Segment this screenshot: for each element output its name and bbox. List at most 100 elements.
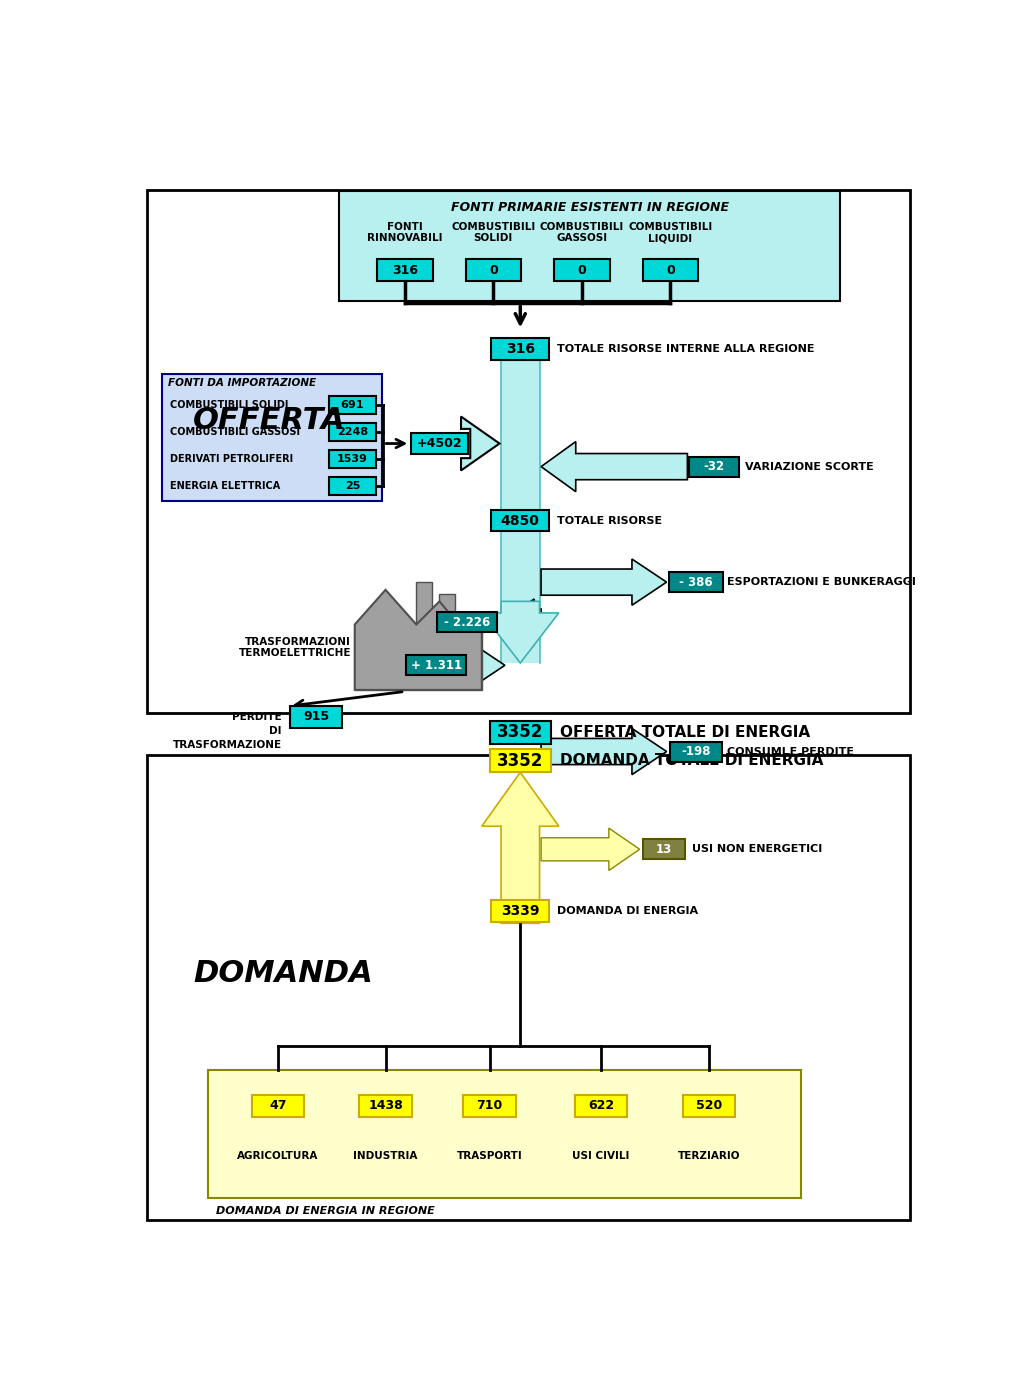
Polygon shape: [355, 625, 481, 690]
Text: -32: -32: [704, 460, 725, 473]
Polygon shape: [541, 827, 639, 870]
Text: INDUSTRIA: INDUSTRIA: [354, 1150, 418, 1160]
Text: 316: 316: [506, 342, 535, 356]
Text: COMBUSTIBILI
SOLIDI: COMBUSTIBILI SOLIDI: [452, 222, 535, 244]
Bar: [290, 705, 342, 728]
Polygon shape: [481, 602, 559, 663]
Bar: [670, 742, 722, 761]
Text: OFFERTA TOTALE DI ENERGIA: OFFERTA TOTALE DI ENERGIA: [560, 725, 810, 740]
Bar: [492, 338, 550, 359]
Bar: [360, 1095, 411, 1117]
Text: -198: -198: [681, 746, 710, 758]
Polygon shape: [481, 772, 559, 923]
Text: DOMANDA DI ENERGIA: DOMANDA DI ENERGIA: [558, 906, 698, 916]
Text: 0: 0: [577, 263, 587, 277]
Text: FONTI DA IMPORTAZIONE: FONTI DA IMPORTAZIONE: [168, 378, 317, 388]
Text: TOTALE RISORSE: TOTALE RISORSE: [558, 516, 662, 525]
Text: 0: 0: [666, 263, 675, 277]
Text: DOMANDA: DOMANDA: [193, 959, 373, 988]
Polygon shape: [461, 417, 499, 470]
Text: PERDITE: PERDITE: [232, 712, 281, 722]
Text: 691: 691: [340, 401, 364, 410]
Text: ESPORTAZIONI E BUNKERAGGI: ESPORTAZIONI E BUNKERAGGI: [727, 577, 916, 588]
Bar: [463, 1095, 516, 1117]
Text: DOMANDA TOTALE DI ENERGIA: DOMANDA TOTALE DI ENERGIA: [560, 753, 824, 768]
Bar: [490, 750, 552, 772]
Bar: [329, 396, 375, 414]
Polygon shape: [541, 729, 667, 775]
Text: 25: 25: [344, 481, 360, 491]
Bar: [683, 1095, 735, 1117]
Text: 1539: 1539: [337, 455, 368, 464]
Text: 1438: 1438: [368, 1099, 403, 1112]
Text: 316: 316: [392, 263, 418, 277]
Bar: [410, 432, 468, 455]
Text: COMBUSTIBILI
GASSOSI: COMBUSTIBILI GASSOSI: [540, 222, 624, 244]
Bar: [669, 572, 723, 592]
Bar: [406, 656, 466, 675]
Text: TRASFORMAZIONI
TERMOELETTRICHE: TRASFORMAZIONI TERMOELETTRICHE: [238, 636, 351, 658]
Bar: [643, 840, 686, 859]
Bar: [329, 423, 375, 441]
Text: TRASPORTI: TRASPORTI: [457, 1150, 523, 1160]
Text: 3352: 3352: [497, 751, 543, 769]
Text: FONTI PRIMARIE ESISTENTI IN REGIONE: FONTI PRIMARIE ESISTENTI IN REGIONE: [451, 201, 729, 213]
Text: TERZIARIO: TERZIARIO: [677, 1150, 740, 1160]
Bar: [146, 755, 910, 1220]
Bar: [501, 359, 539, 663]
Text: 915: 915: [303, 711, 329, 723]
Text: 4850: 4850: [501, 514, 540, 528]
Text: COMBUSTIBILI
LIQUIDI: COMBUSTIBILI LIQUIDI: [628, 222, 712, 244]
Text: 710: 710: [476, 1099, 503, 1112]
Polygon shape: [355, 590, 481, 690]
Bar: [208, 1070, 801, 1198]
Text: 622: 622: [588, 1099, 614, 1112]
Text: TRASFORMAZIONE: TRASFORMAZIONE: [172, 740, 281, 750]
Text: FONTI
RINNOVABILI: FONTI RINNOVABILI: [367, 222, 442, 244]
Bar: [417, 582, 432, 625]
Polygon shape: [541, 559, 667, 606]
Bar: [490, 721, 552, 744]
Bar: [466, 259, 521, 281]
Bar: [642, 259, 698, 281]
Text: DERIVATI PETROLIFERI: DERIVATI PETROLIFERI: [170, 455, 293, 464]
Bar: [690, 456, 739, 477]
Text: DI: DI: [269, 726, 281, 736]
Text: 0: 0: [489, 263, 498, 277]
Text: 3352: 3352: [497, 723, 543, 742]
Text: OFFERTA: OFFERTA: [193, 406, 345, 435]
Text: 3339: 3339: [501, 904, 539, 918]
Text: - 386: - 386: [679, 575, 712, 589]
Bar: [252, 1095, 304, 1117]
Text: USI NON ENERGETICI: USI NON ENERGETICI: [692, 844, 823, 854]
Polygon shape: [499, 599, 541, 646]
Text: + 1.311: + 1.311: [410, 658, 462, 672]
Polygon shape: [541, 442, 688, 492]
Text: VARIAZIONE SCORTE: VARIAZIONE SCORTE: [745, 462, 874, 471]
Bar: [329, 477, 375, 495]
Text: AGRICOLTURA: AGRICOLTURA: [237, 1150, 319, 1160]
Bar: [162, 374, 381, 502]
Text: TOTALE RISORSE INTERNE ALLA REGIONE: TOTALE RISORSE INTERNE ALLA REGIONE: [558, 344, 814, 353]
Text: 47: 47: [269, 1099, 287, 1112]
Text: USI CIVILI: USI CIVILI: [572, 1150, 630, 1160]
Text: +4502: +4502: [417, 437, 462, 450]
Bar: [146, 190, 910, 712]
Text: DOMANDA DI ENERGIA IN REGIONE: DOMANDA DI ENERGIA IN REGIONE: [217, 1206, 435, 1216]
Text: CONSUMI E PERDITE: CONSUMI E PERDITE: [727, 747, 854, 757]
Bar: [377, 259, 433, 281]
Text: ENERGIA ELETTRICA: ENERGIA ELETTRICA: [170, 481, 280, 491]
Text: COMBUSTIBILI SOLIDI: COMBUSTIBILI SOLIDI: [170, 401, 289, 410]
Bar: [492, 900, 550, 922]
Bar: [437, 613, 497, 632]
Polygon shape: [469, 642, 505, 689]
Bar: [575, 1095, 627, 1117]
Bar: [439, 593, 455, 625]
Bar: [555, 259, 609, 281]
Bar: [329, 449, 375, 468]
Bar: [492, 510, 550, 531]
Text: 520: 520: [696, 1099, 722, 1112]
Bar: [339, 191, 840, 301]
Text: 2248: 2248: [337, 427, 368, 437]
Text: 13: 13: [656, 843, 672, 855]
